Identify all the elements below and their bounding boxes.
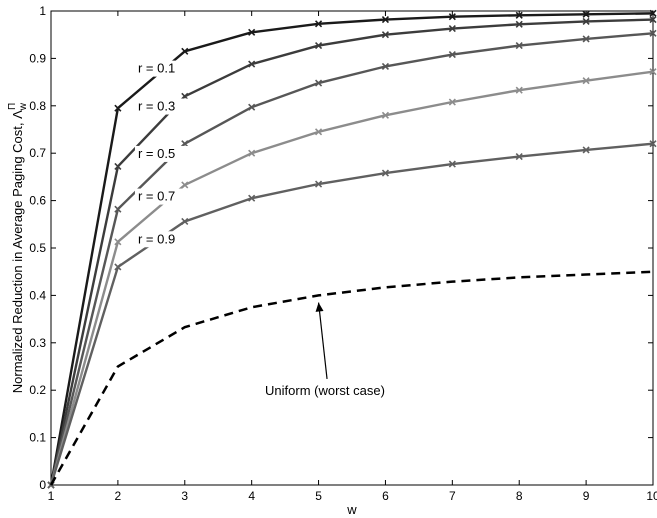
- x-tick-label: 6: [382, 489, 389, 503]
- y-tick-label: 0.6: [29, 194, 46, 208]
- annotation-arrow-line: [317, 302, 328, 380]
- data-point-marker: [181, 140, 189, 148]
- annotation-background: [134, 98, 191, 115]
- x-axis-label: w: [346, 502, 357, 517]
- x-tick-label: 2: [115, 489, 122, 503]
- annotation-background: [134, 188, 191, 205]
- y-axis-label: Normalized Reduction in Average Paging C…: [7, 102, 29, 393]
- data-point-marker: [448, 24, 456, 33]
- data-point-marker: [381, 62, 390, 71]
- data-point-marker: [248, 28, 256, 36]
- y-tick-label: 0.8: [29, 99, 46, 113]
- x-tick-label: 10: [646, 489, 657, 503]
- data-point-marker: [181, 47, 189, 55]
- x-tick-label: 9: [583, 489, 590, 503]
- series-uniform-worst-case: [49, 270, 654, 486]
- data-point-marker: [314, 42, 323, 50]
- data-point-marker: [649, 68, 657, 76]
- y-tick-label: 0.3: [29, 336, 46, 350]
- series-line-r-0-7: [49, 70, 654, 486]
- data-point-marker: [248, 60, 256, 68]
- data-point-marker: [314, 79, 323, 87]
- plot-area: [50, 10, 654, 486]
- data-point-marker: [582, 35, 590, 43]
- data-point-marker: [314, 128, 323, 136]
- series-r-0-1: [47, 9, 657, 489]
- y-tick-label: 0: [39, 478, 46, 492]
- data-point-marker: [515, 152, 523, 161]
- series-line-r-0-3: [49, 18, 654, 486]
- annotation-label: r = 0.9: [138, 231, 175, 246]
- data-point-marker: [515, 42, 523, 50]
- data-point-marker: [114, 162, 122, 171]
- data-point-marker: [114, 205, 122, 213]
- data-point-marker: [515, 11, 523, 19]
- x-tick-label: 5: [315, 489, 322, 503]
- data-point-marker: [381, 15, 390, 24]
- series-line-r-0-1: [49, 12, 654, 486]
- y-tick-label: 0.2: [29, 383, 46, 397]
- data-point-marker: [181, 217, 189, 226]
- x-tick-label: 8: [516, 489, 523, 503]
- data-point-marker: [114, 263, 122, 271]
- annotation-background: [134, 231, 191, 248]
- data-point-marker: [649, 140, 657, 148]
- data-point-marker: [448, 51, 456, 59]
- y-axis-label-subscript: w: [18, 102, 29, 111]
- x-tick-label: 4: [248, 489, 255, 503]
- data-point-marker: [649, 29, 657, 37]
- annotations: r = 0.1 r = 0.3 r = 0.5 r = 0.7 r = 0.9 Unifo…: [134, 60, 385, 398]
- y-tick-label: 0.4: [29, 288, 46, 302]
- data-point-marker: [448, 160, 456, 168]
- y-axis-label-superscript: Π: [7, 103, 18, 110]
- data-point-marker: [649, 9, 657, 17]
- data-point-marker: [381, 31, 390, 39]
- data-point-marker: [181, 181, 189, 189]
- data-point-marker: [114, 104, 122, 112]
- data-point-marker: [649, 15, 657, 24]
- data-point-marker: [381, 169, 390, 177]
- y-axis-label-main: Normalized Reduction in Average Paging C…: [10, 110, 25, 393]
- data-point-marker: [582, 146, 590, 154]
- annotation-label: Uniform (worst case): [265, 383, 385, 398]
- data-point-marker: [381, 111, 390, 119]
- series-line-uniform-worst-case: [49, 270, 654, 486]
- y-tick-label: 1: [39, 4, 46, 18]
- annotation-background: [134, 145, 191, 162]
- data-point-marker: [515, 20, 523, 28]
- data-point-marker: [448, 98, 456, 106]
- annotation-arrow-head: [315, 302, 324, 312]
- x-tick-label: 7: [449, 489, 456, 503]
- y-tick-label: 0.9: [29, 51, 46, 65]
- data-point-marker: [248, 149, 256, 157]
- annotation-label: r = 0.5: [138, 146, 175, 161]
- annotation-background: [134, 60, 191, 77]
- y-tick-label: 0.7: [29, 146, 46, 160]
- data-point-marker: [181, 92, 189, 100]
- annotation-label: r = 0.1: [138, 61, 175, 76]
- annotation-label: r = 0.7: [138, 189, 175, 204]
- data-point-marker: [448, 13, 456, 21]
- data-point-marker: [314, 20, 323, 28]
- data-point-marker: [515, 86, 523, 94]
- data-point-marker: [314, 180, 323, 188]
- data-point-marker: [114, 238, 122, 246]
- series-line-r-0-5: [49, 32, 654, 486]
- annotation-label: r = 0.3: [138, 99, 175, 114]
- y-tick-label: 0.1: [29, 431, 46, 445]
- data-point-marker: [582, 17, 590, 25]
- x-tick-label: 1: [48, 489, 55, 503]
- series-r-0-7: [47, 68, 657, 489]
- y-tick-label: 0.5: [29, 241, 46, 255]
- data-point-marker: [582, 77, 590, 85]
- x-tick-label: 3: [181, 489, 188, 503]
- y-axis-ticks: 0 0.1 0.2 0.3 0.4 0.5 0.6 0.7 0.8 0.9 1: [29, 4, 653, 492]
- data-point-marker: [248, 103, 256, 111]
- data-point-marker: [248, 194, 256, 202]
- data-point-marker: [582, 10, 590, 18]
- series-r-0-5: [47, 29, 657, 489]
